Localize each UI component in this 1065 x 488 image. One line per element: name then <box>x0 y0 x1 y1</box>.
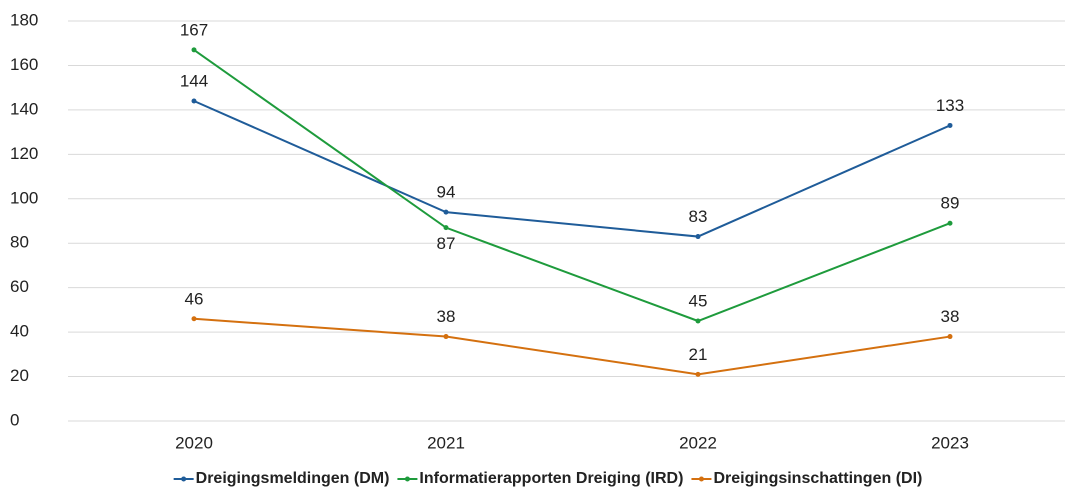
data-label: 87 <box>437 234 456 253</box>
x-tick-label: 2023 <box>931 433 969 452</box>
data-point <box>191 47 197 53</box>
data-label: 38 <box>941 307 960 326</box>
data-point <box>443 225 449 231</box>
y-tick-label: 100 <box>10 188 38 207</box>
data-label: 89 <box>941 194 960 213</box>
legend-marker <box>698 476 704 482</box>
data-label: 45 <box>689 291 708 310</box>
x-tick-label: 2021 <box>427 433 465 452</box>
data-point <box>695 234 701 240</box>
legend-marker <box>404 476 410 482</box>
y-tick-label: 20 <box>10 366 29 385</box>
data-point <box>191 98 197 104</box>
series-line <box>193 49 951 323</box>
data-label: 83 <box>689 207 708 226</box>
data-point <box>947 220 953 226</box>
data-label: 167 <box>180 20 208 39</box>
data-label: 144 <box>180 71 208 90</box>
y-tick-label: 80 <box>10 233 29 252</box>
y-tick-label: 40 <box>10 322 29 341</box>
y-tick-label: 160 <box>10 55 38 74</box>
y-tick-label: 120 <box>10 144 38 163</box>
y-tick-label: 140 <box>10 99 38 118</box>
data-point <box>443 209 449 215</box>
legend-label: Dreigingsmeldingen (DM) <box>196 470 390 487</box>
y-tick-label: 180 <box>10 10 38 29</box>
data-label: 38 <box>437 307 456 326</box>
data-point <box>947 122 953 128</box>
data-label: 133 <box>936 96 964 115</box>
data-point <box>947 334 953 340</box>
legend-marker <box>181 476 187 482</box>
data-point <box>695 318 701 324</box>
y-tick-label: 0 <box>10 410 19 429</box>
data-point <box>191 316 197 322</box>
series-line <box>193 317 951 376</box>
data-label: 94 <box>437 183 456 202</box>
legend: Dreigingsmeldingen (DM) Informatierapport… <box>173 470 922 487</box>
legend-label: Dreigingsinschattingen (DI) <box>713 470 922 487</box>
data-point <box>443 334 449 340</box>
x-tick-label: 2020 <box>175 433 213 452</box>
x-tick-label: 2022 <box>679 433 717 452</box>
series-line <box>193 100 951 238</box>
legend-label: Informatierapporten Dreiging (IRD) <box>419 470 683 487</box>
data-label: 46 <box>185 289 204 308</box>
data-point <box>695 371 701 377</box>
y-tick-label: 60 <box>10 277 29 296</box>
data-label: 21 <box>689 345 708 364</box>
